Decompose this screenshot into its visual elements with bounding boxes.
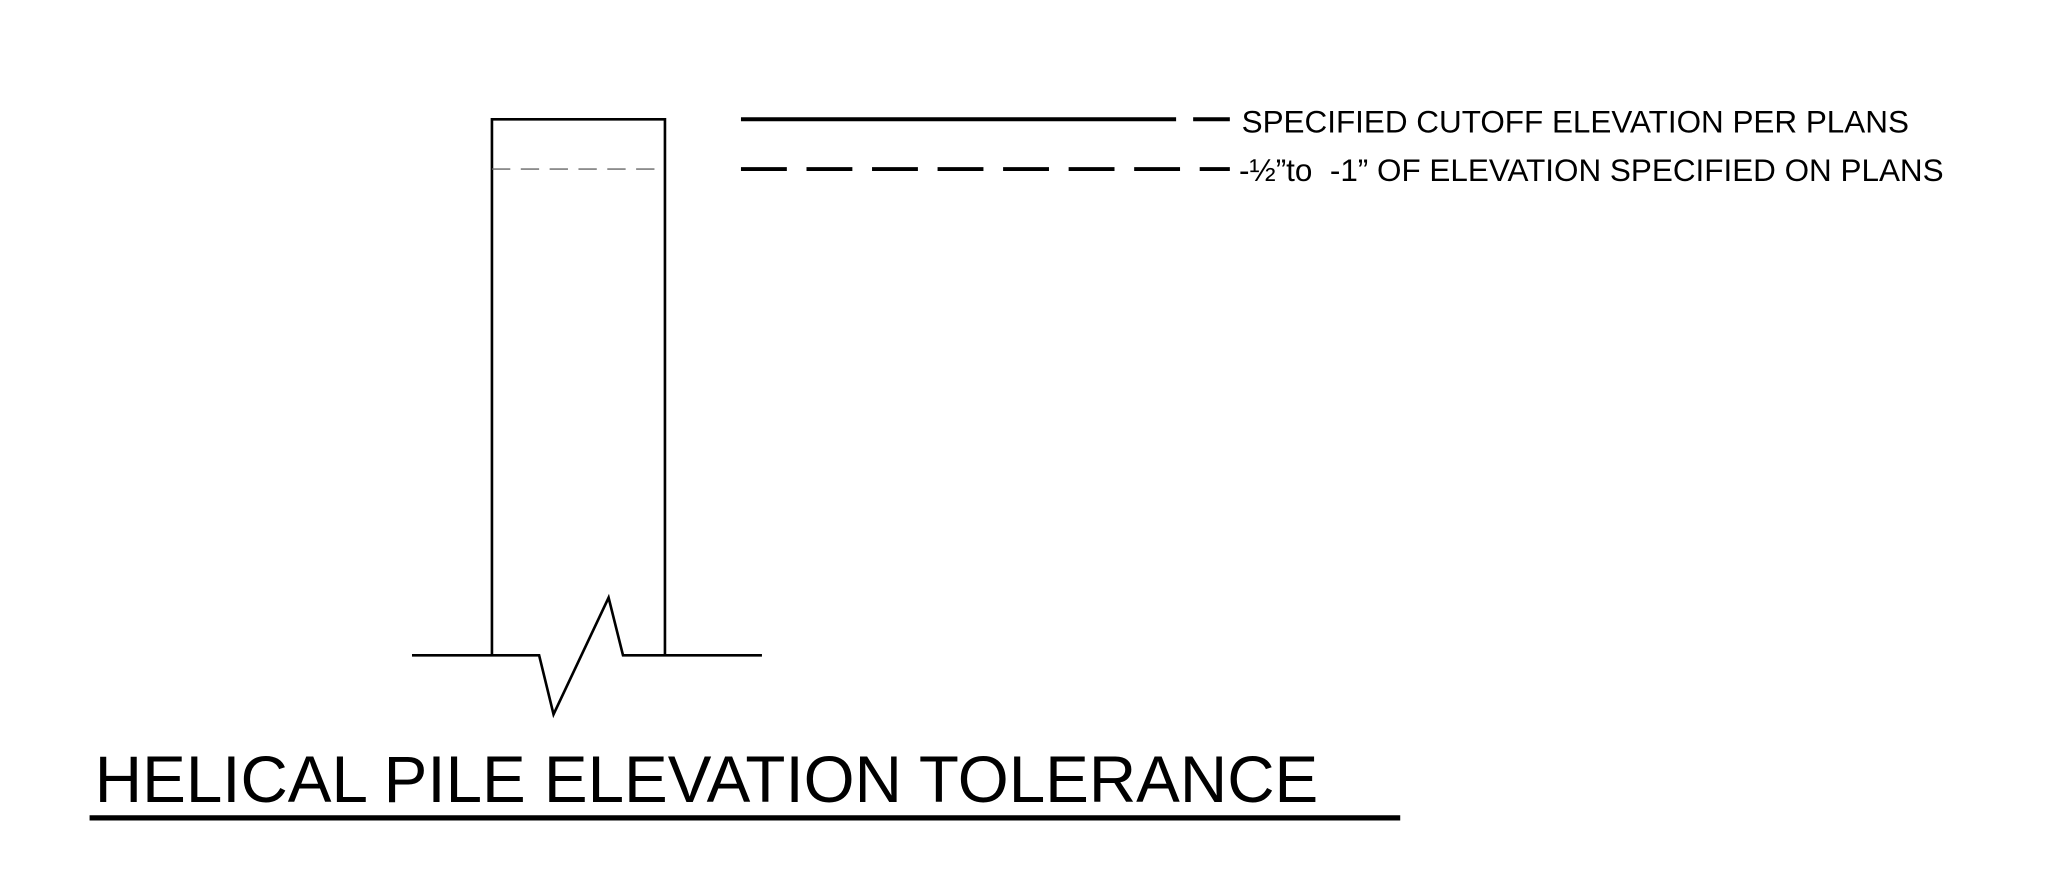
legend-label: -½”to -1” OF ELEVATION SPECIFIED ON PLAN…: [1239, 153, 1944, 188]
legend-label: SPECIFIED CUTOFF ELEVATION PER PLANS: [1242, 104, 1909, 139]
title: HELICAL PILE ELEVATION TOLERANCE: [95, 743, 1318, 816]
pile-outline: [490, 117, 667, 656]
ground-break-line: [411, 593, 762, 719]
